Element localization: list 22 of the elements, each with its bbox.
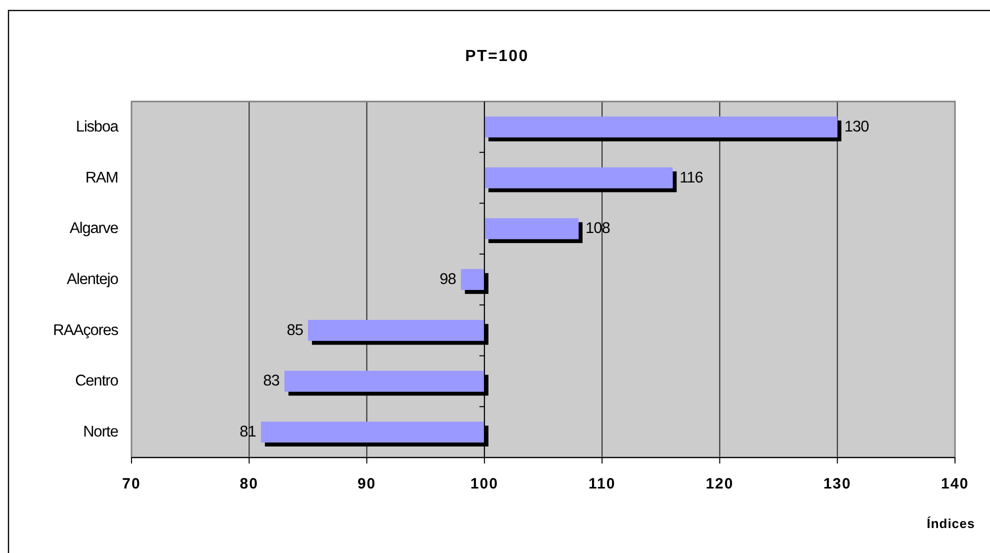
- chart-title: PT=100: [465, 48, 529, 65]
- data-label: 116: [680, 169, 703, 186]
- x-tick-label: 80: [240, 476, 258, 492]
- x-axis-title: Índices: [926, 516, 975, 531]
- x-tick-label: 100: [470, 476, 498, 492]
- data-label: 85: [286, 322, 303, 339]
- data-label: 130: [844, 118, 870, 136]
- y-tick-label: RAAçores: [53, 322, 119, 339]
- y-tick-label: Alentejo: [66, 271, 118, 288]
- y-tick-label: Algarve: [70, 220, 118, 238]
- data-label: 98: [440, 271, 456, 288]
- x-tick-label: 120: [706, 476, 734, 492]
- x-tick-label: 90: [357, 476, 376, 492]
- y-tick-label: Centro: [75, 372, 118, 390]
- x-tick-label: 70: [122, 476, 141, 492]
- x-tick-label: 130: [823, 476, 852, 492]
- y-tick-label: Lisboa: [76, 118, 119, 136]
- y-tick-label: Norte: [83, 424, 118, 441]
- x-tick-label: 140: [940, 476, 970, 492]
- x-tick-label: 110: [588, 476, 616, 492]
- y-tick-label: RAM: [85, 169, 118, 186]
- data-label: 83: [263, 372, 280, 390]
